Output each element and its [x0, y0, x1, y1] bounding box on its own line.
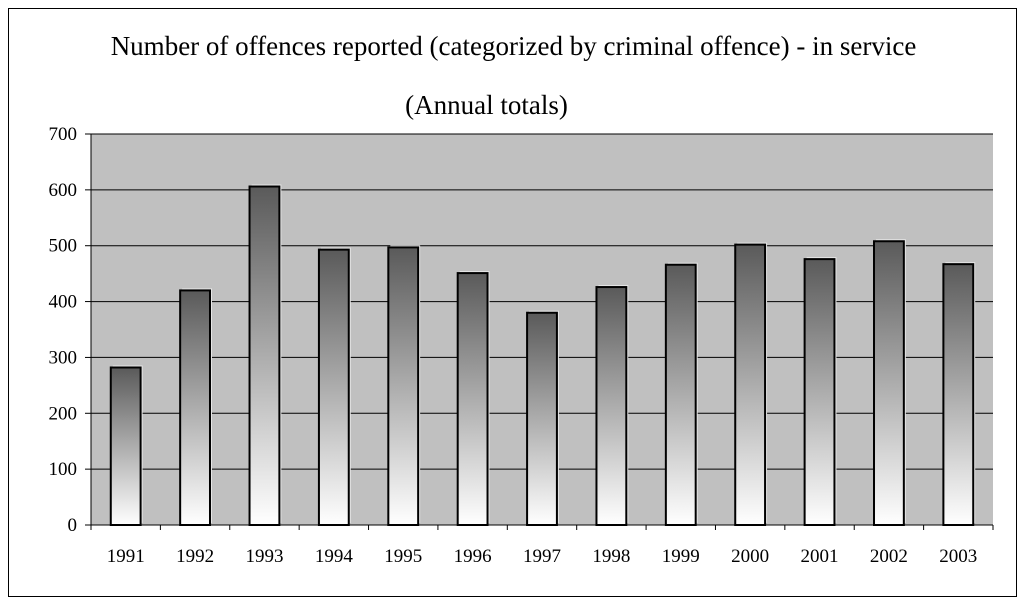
x-tick-label: 2002	[870, 546, 908, 567]
x-tick-label: 1995	[384, 546, 422, 567]
x-tick-label: 1992	[176, 546, 214, 567]
x-tick-label: 1998	[592, 546, 630, 567]
x-tick-label: 1999	[662, 546, 700, 567]
bar	[526, 311, 558, 526]
bar	[248, 185, 281, 526]
x-tick-label: 1991	[107, 546, 145, 567]
y-tick-label: 100	[49, 459, 78, 480]
bar	[942, 263, 975, 526]
x-tick-label: 2000	[731, 546, 769, 567]
bar	[179, 289, 211, 526]
chart-title: Number of offences reported (categorized…	[110, 31, 917, 61]
y-tick-label: 200	[49, 403, 78, 424]
y-tick-label: 700	[49, 124, 78, 145]
bar	[664, 263, 697, 526]
x-tick-label: 1997	[523, 546, 561, 567]
x-tick-label: 2003	[939, 546, 977, 567]
bar	[595, 286, 628, 527]
y-tick-label: 400	[49, 292, 78, 313]
bar	[387, 246, 420, 526]
x-tick-label: 2001	[801, 546, 839, 567]
bar	[109, 366, 142, 526]
y-tick-label: 600	[49, 180, 78, 201]
bar	[873, 240, 905, 526]
bar	[734, 243, 767, 526]
y-tick-label: 0	[68, 515, 78, 536]
bar	[456, 272, 489, 526]
bar	[317, 248, 350, 526]
bar	[803, 258, 836, 526]
x-tick-label: 1994	[315, 546, 354, 567]
y-tick-label: 300	[49, 347, 78, 368]
y-tick-label: 500	[49, 236, 78, 257]
x-tick-label: 1996	[454, 546, 492, 567]
x-tick-label: 1993	[245, 546, 283, 567]
chart-subtitle: (Annual totals)	[405, 90, 568, 120]
